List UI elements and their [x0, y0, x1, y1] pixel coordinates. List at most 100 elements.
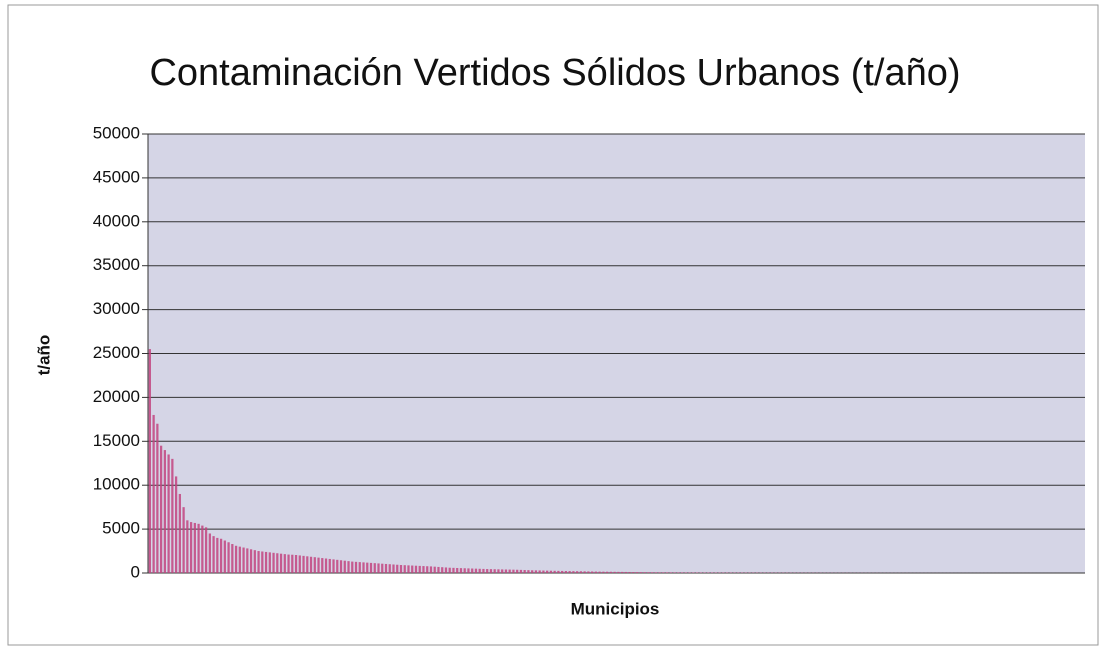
bar	[389, 564, 391, 573]
bar	[404, 565, 406, 573]
y-tick-label: 0	[131, 562, 140, 581]
bar	[542, 571, 544, 573]
bar	[310, 557, 312, 573]
y-tick-label: 45000	[93, 167, 140, 186]
bar	[658, 572, 660, 573]
y-tick-label: 10000	[93, 475, 140, 494]
bar	[179, 494, 181, 573]
bar	[430, 566, 432, 573]
bar	[561, 571, 563, 573]
bar	[171, 459, 173, 573]
bar	[452, 568, 454, 573]
bar	[186, 520, 188, 573]
bar	[246, 548, 248, 573]
bar	[287, 555, 289, 573]
bar	[370, 563, 372, 573]
bar	[284, 554, 286, 573]
bar	[321, 558, 323, 573]
bar	[152, 415, 154, 573]
bar	[280, 554, 282, 573]
y-axis-label: t/año	[34, 335, 53, 376]
bar	[190, 522, 192, 573]
bar	[396, 565, 398, 573]
bar	[306, 556, 308, 573]
bar	[197, 524, 199, 573]
bar	[662, 572, 664, 573]
bar	[422, 566, 424, 573]
bar	[505, 569, 507, 573]
bar	[681, 572, 683, 573]
bar	[460, 568, 462, 573]
bar	[688, 572, 690, 573]
bar	[449, 568, 451, 573]
bar	[269, 552, 271, 573]
bar	[640, 572, 642, 573]
bar	[400, 565, 402, 573]
y-tick-label: 50000	[93, 123, 140, 142]
bar	[329, 559, 331, 573]
bar	[250, 549, 252, 573]
bar	[261, 551, 263, 573]
bar	[673, 572, 675, 573]
bar	[231, 544, 233, 573]
bar	[407, 565, 409, 573]
bar	[527, 570, 529, 573]
bar	[482, 569, 484, 573]
bar	[628, 572, 630, 573]
bar	[299, 555, 301, 573]
bar	[670, 572, 672, 573]
bar	[550, 571, 552, 573]
bar	[257, 551, 259, 573]
y-tick-label: 5000	[102, 519, 140, 538]
bar	[381, 564, 383, 573]
bar	[182, 507, 184, 573]
bar	[302, 556, 304, 573]
y-tick-label: 20000	[93, 387, 140, 406]
bar	[591, 572, 593, 573]
bar	[539, 570, 541, 573]
bar	[212, 536, 214, 573]
bar	[557, 571, 559, 573]
y-tick-label: 40000	[93, 211, 140, 230]
bar	[209, 533, 211, 573]
bar	[475, 569, 477, 573]
bar	[535, 570, 537, 573]
bar	[332, 559, 334, 573]
bar	[621, 572, 623, 573]
bar	[224, 541, 226, 573]
bar	[572, 571, 574, 573]
bar	[625, 572, 627, 573]
bar	[599, 572, 601, 573]
bar	[336, 560, 338, 573]
bar	[587, 571, 589, 573]
x-axis-label: Municipios	[571, 599, 660, 618]
bar	[643, 572, 645, 573]
bar	[703, 572, 705, 573]
bar	[314, 557, 316, 573]
bar	[520, 570, 522, 573]
bar	[524, 570, 526, 573]
bar	[325, 559, 327, 573]
bar	[242, 548, 244, 573]
bar	[606, 572, 608, 573]
bar	[227, 542, 229, 573]
bar	[362, 562, 364, 573]
bar	[479, 569, 481, 573]
bar	[632, 572, 634, 573]
bar	[156, 424, 158, 573]
bar	[490, 569, 492, 573]
bar	[149, 349, 151, 573]
bar	[516, 570, 518, 573]
bar	[565, 571, 567, 573]
bar	[359, 562, 361, 573]
bar	[205, 527, 207, 573]
bar	[580, 571, 582, 573]
bar	[272, 553, 274, 573]
bar	[347, 561, 349, 573]
bar	[584, 571, 586, 573]
bar	[291, 555, 293, 573]
bar	[677, 572, 679, 573]
y-tick-label: 30000	[93, 299, 140, 318]
